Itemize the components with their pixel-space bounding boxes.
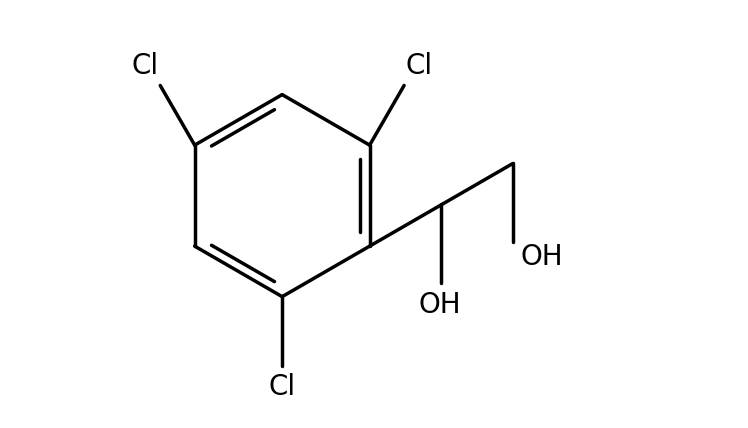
Text: OH: OH	[520, 244, 562, 271]
Text: OH: OH	[418, 291, 461, 319]
Text: Cl: Cl	[406, 52, 433, 80]
Text: Cl: Cl	[132, 52, 159, 80]
Text: Cl: Cl	[269, 373, 295, 401]
